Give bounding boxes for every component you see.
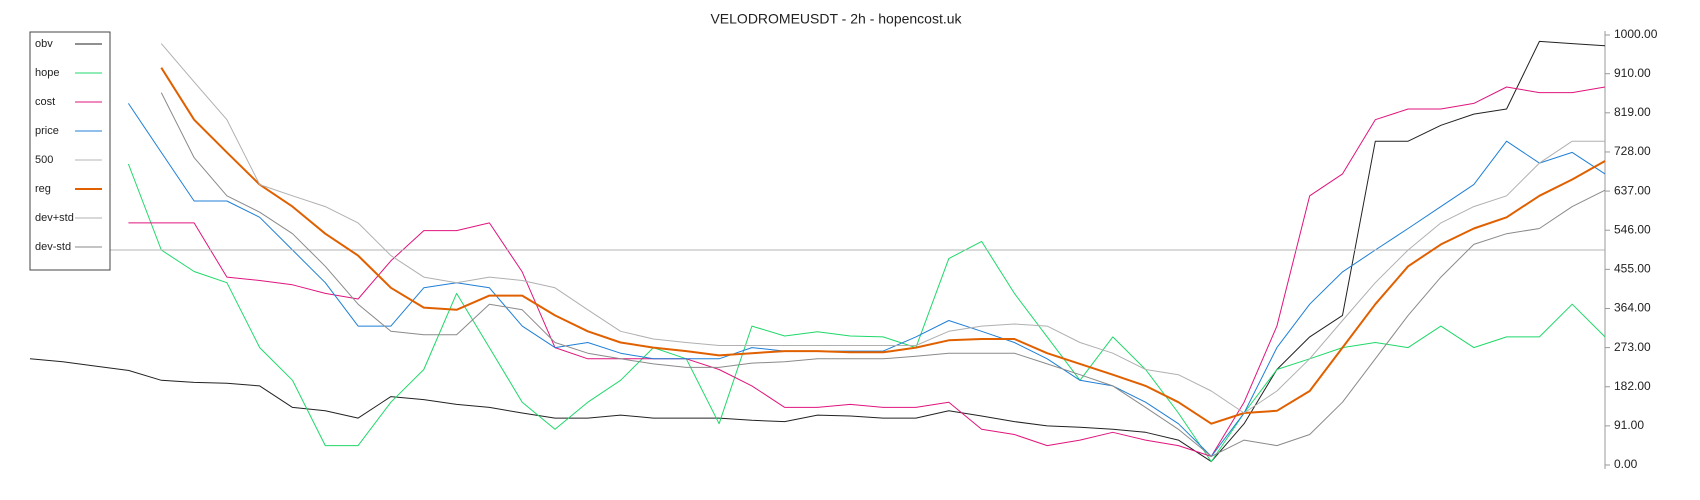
y-tick-label: 364.00 bbox=[1614, 301, 1651, 315]
series-line bbox=[160, 43, 1605, 414]
y-tick-label: 91.00 bbox=[1614, 418, 1644, 432]
series-line bbox=[160, 67, 1606, 425]
chart-title: VELODROMEUSDT - 2h - hopencost.uk bbox=[710, 11, 962, 27]
legend-label: dev+std bbox=[35, 212, 74, 224]
y-tick-label: 910.00 bbox=[1614, 66, 1651, 80]
series-line bbox=[127, 103, 1606, 457]
y-tick-label: 182.00 bbox=[1614, 379, 1651, 393]
series-line bbox=[128, 86, 1606, 457]
y-tick-label: 637.00 bbox=[1614, 183, 1651, 197]
legend-label: cost bbox=[35, 96, 55, 108]
series-line bbox=[160, 92, 1606, 457]
y-tick-label: 819.00 bbox=[1614, 105, 1651, 119]
legend-box bbox=[29, 31, 111, 271]
legend-label: dev-std bbox=[35, 241, 71, 253]
series-line bbox=[29, 40, 1606, 463]
legend-label: reg bbox=[35, 183, 51, 195]
y-tick-label: 0.00 bbox=[1614, 457, 1638, 471]
legend-label: price bbox=[35, 125, 59, 137]
legend-label: obv bbox=[35, 38, 53, 50]
y-tick-label: 455.00 bbox=[1614, 262, 1651, 276]
y-tick-label: 1000.00 bbox=[1614, 27, 1658, 41]
y-tick-label: 273.00 bbox=[1614, 340, 1651, 354]
legend-label: hope bbox=[35, 67, 59, 79]
y-tick-label: 546.00 bbox=[1614, 222, 1651, 236]
legend-label: 500 bbox=[35, 154, 53, 166]
y-tick-label: 728.00 bbox=[1614, 144, 1651, 158]
series-line bbox=[127, 163, 1606, 463]
